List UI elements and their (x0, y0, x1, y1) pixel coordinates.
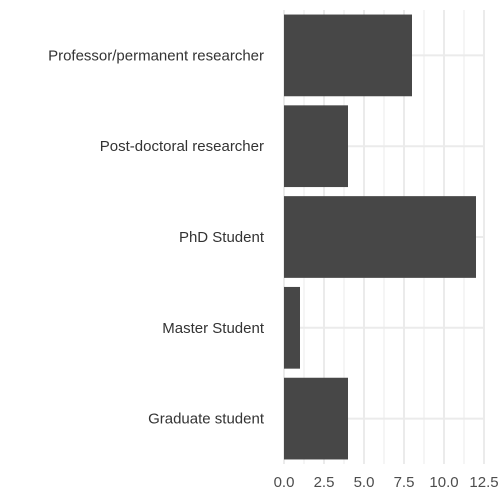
bar (284, 14, 412, 97)
x-tick-label: 12.5 (469, 474, 498, 491)
bar (284, 196, 476, 278)
x-tick-label: 7.5 (394, 474, 415, 491)
x-tick-label: 5.0 (354, 474, 375, 491)
category-label: PhD Student (179, 229, 265, 246)
category-label: Post-doctoral researcher (100, 138, 264, 155)
bar (284, 377, 348, 460)
x-tick-label: 2.5 (314, 474, 335, 491)
category-labels: Professor/permanent researcher Post-docto… (48, 47, 265, 427)
category-label: Graduate student (148, 411, 265, 428)
x-tick-label: 10.0 (429, 474, 458, 491)
category-label: Professor/permanent researcher (48, 47, 264, 64)
x-tick-label: 0.0 (274, 474, 295, 491)
bar (284, 286, 300, 369)
category-label: Master Student (162, 320, 265, 337)
bar (284, 105, 348, 188)
x-tick-labels: 0.0 2.5 5.0 7.5 10.0 12.5 (274, 474, 499, 491)
bars (284, 14, 476, 460)
